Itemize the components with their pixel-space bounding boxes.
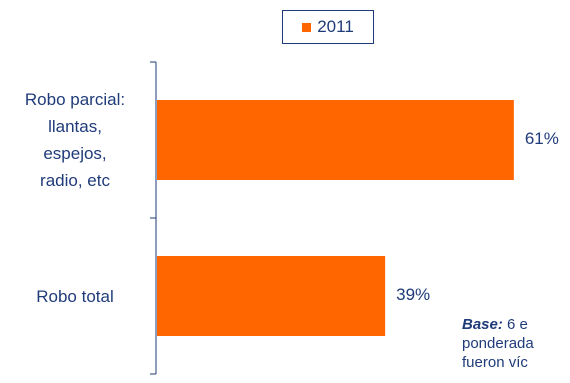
base-note-bold: Base: <box>462 316 503 333</box>
base-note-line-1: 6 e <box>507 316 528 333</box>
category-label-0-line-3: radio, etc <box>40 171 110 190</box>
bar-1 <box>157 256 386 336</box>
category-label-0-line-1: llantas, <box>48 117 102 136</box>
value-label-1: 39% <box>396 285 431 304</box>
legend-swatch <box>302 22 312 32</box>
legend: 2011 <box>282 10 374 44</box>
category-label-1: Robo total <box>0 283 150 310</box>
base-note: Base: 6 e ponderada fueron víc <box>462 315 570 372</box>
value-label-0: 61% <box>524 129 559 148</box>
legend-label: 2011 <box>317 17 354 36</box>
bar-0 <box>157 100 514 180</box>
category-label-0: Robo parcial: llantas, espejos, radio, etc <box>0 86 150 194</box>
base-note-line-3: fueron víc <box>462 354 528 371</box>
category-label-0-line-2: espejos, <box>43 144 107 163</box>
base-note-line-2: ponderada <box>462 335 534 352</box>
category-label-0-line-0: Robo parcial: <box>24 90 126 109</box>
category-label-1-line-0: Robo total <box>36 286 114 306</box>
